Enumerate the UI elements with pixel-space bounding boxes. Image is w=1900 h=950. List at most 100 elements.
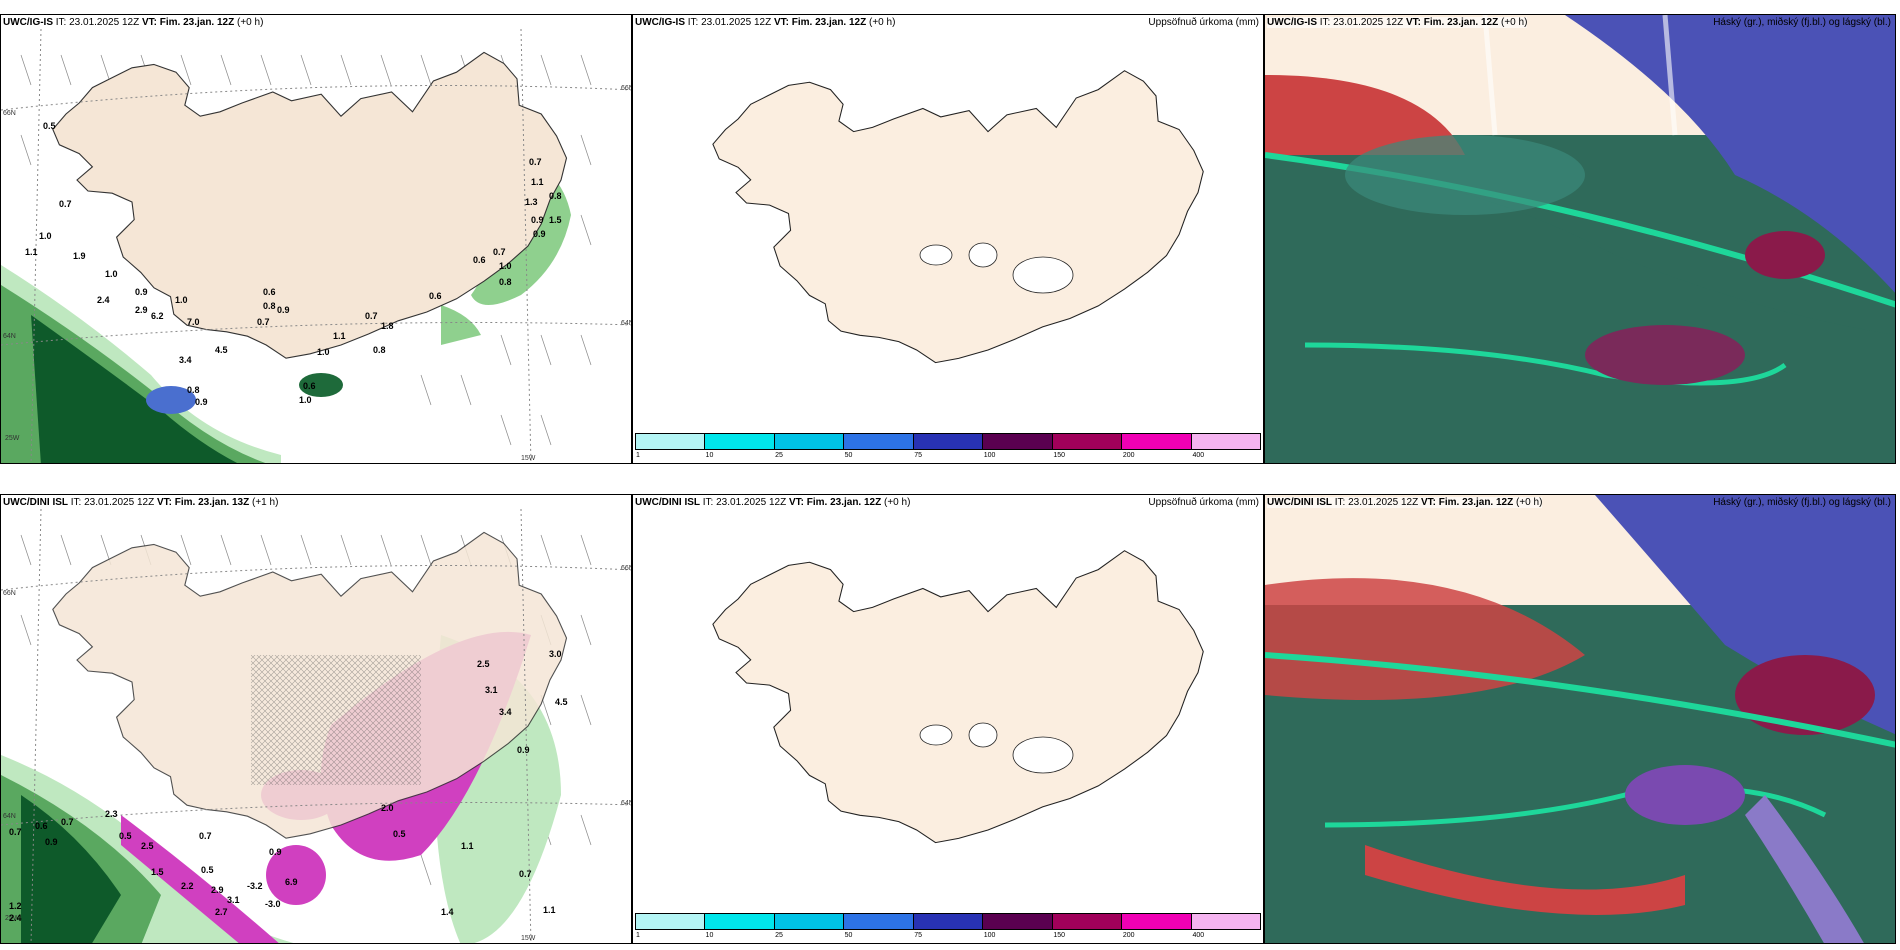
precip-value-label: 0.8 [187,385,200,395]
precip-value-label: 1.3 [525,197,538,207]
colorbar-tick-label: 75 [914,452,923,459]
precip-value-label: 0.9 [277,305,290,315]
lon-label-25w: 25W [5,435,20,442]
precip-value-label: 3.4 [499,707,512,717]
colorbar-swatch [983,434,1053,449]
colorbar-tick-label: 1 [636,932,640,939]
precip-value-label: 2.5 [477,659,490,669]
precip-value-label: 0.9 [135,287,148,297]
colorbar-swatch [1191,914,1260,929]
panel-clouds-dini: UWC/DINI ISL IT: 23.01.2025 12Z VT: Fim.… [1264,494,1896,944]
lat-label-66n-right: 66N [621,85,631,92]
precip-value-label: 0.7 [493,247,506,257]
colorbar-swatch [1052,914,1123,929]
precip-value-label: 1.5 [151,867,164,877]
precip-value-label: 1.2 [9,901,22,911]
graticule [1,508,631,943]
colorbar-swatch [844,434,914,449]
panel-title: UWC/DINI ISL IT: 23.01.2025 12Z VT: Fim.… [1267,497,1543,508]
precip-value-label: 0.9 [517,745,530,755]
map-canvas [712,550,1204,844]
colorbar-swatch [1191,434,1260,449]
colorbar-tick-label: 75 [914,932,923,939]
precip-value-label: 1.9 [73,251,86,261]
precip-value-label: 1.1 [531,177,544,187]
map-canvas [1265,15,1895,463]
colorbar-tick-label: 1 [636,452,640,459]
precip-value-label: -3.0 [265,899,281,909]
colorbar-swatch [705,914,775,929]
colorbar-tick-label: 50 [844,452,853,459]
precip-value-label: 1.0 [175,295,188,305]
panel-accum-precip-igis: UWC/IG-IS IT: 23.01.2025 12Z VT: Fim. 23… [632,14,1264,464]
precip-value-label: 0.5 [201,865,214,875]
precip-value-label: 4.5 [555,697,568,707]
precip-value-label: 0.5 [393,829,406,839]
precip-value-label: 3.0 [549,649,562,659]
panel-title: UWC/IG-IS IT: 23.01.2025 12Z VT: Fim. 23… [3,17,264,28]
precip-value-label: 0.7 [59,199,72,209]
precip-value-label: 0.8 [263,301,276,311]
panel-clouds-igis: UWC/IG-IS IT: 23.01.2025 12Z VT: Fim. 23… [1264,14,1896,464]
precip-value-label: 0.8 [499,277,512,287]
colorbar-swatch [983,914,1053,929]
precip-value-label: 2.2 [181,881,194,891]
lat-label-64n: 64N [3,813,16,820]
colorbar-swatch [636,914,706,929]
colorbar-tick-label: 100 [983,452,996,459]
colorbar-tick-label: 100 [983,932,996,939]
precip-value-label: 1.0 [499,261,512,271]
colorbar-swatch [774,914,845,929]
colorbar-tick-label: 10 [705,932,714,939]
precip-value-label: 0.9 [269,847,282,857]
colorbar-tick-label: 200 [1122,452,1135,459]
colorbar-ticks: 1 10 25 50 75 100 150 200 400 [633,452,1263,462]
colorbar-tick-label: 400 [1192,932,1205,939]
panel-wind-precip-dini: UWC/DINI ISL IT: 23.01.2025 12Z VT: Fim.… [0,494,632,944]
colorbar-tick-label: 400 [1192,452,1205,459]
precip-value-label: 4.5 [215,345,228,355]
precip-value-label: 2.7 [215,907,228,917]
precip-value-label: 1.1 [333,331,346,341]
colorbar-swatch [913,914,984,929]
precip-value-label: 0.5 [43,121,56,131]
precip-value-label: 1.8 [381,321,394,331]
precip-value-label: 0.7 [365,311,378,321]
precip-value-label: 0.7 [519,869,532,879]
lat-label-64n-right: 64N [621,320,631,327]
precip-value-label: 0.8 [549,191,562,201]
panel-title: UWC/DINI ISL IT: 23.01.2025 12Z VT: Fim.… [3,497,279,508]
colorbar-swatch [705,434,775,449]
precip-value-label: 0.6 [35,821,48,831]
map-canvas [712,70,1204,364]
precip-value-label: 1.4 [441,907,454,917]
map-canvas [1,15,631,463]
precip-value-label: 7.0 [187,317,200,327]
precip-value-label: 2.3 [105,809,118,819]
colorbar-swatch [636,434,706,449]
precip-colorbar [635,913,1261,930]
panel-accum-precip-dini: UWC/DINI ISL IT: 23.01.2025 12Z VT: Fim.… [632,494,1264,944]
precip-value-label: 3.4 [179,355,192,365]
colorbar-swatch [1052,434,1123,449]
precip-value-label: 2.4 [9,913,22,923]
precip-value-label: 1.0 [105,269,118,279]
precip-value-label: 0.7 [61,817,74,827]
precip-value-label: 6.2 [151,311,164,321]
precip-value-label: 0.7 [529,157,542,167]
lon-label-25w: 25W [5,915,20,922]
precip-value-label: 0.7 [199,831,212,841]
map-canvas [1265,495,1895,943]
graticule [1,28,631,463]
precip-value-label: 2.0 [381,803,394,813]
colorbar-tick-label: 200 [1122,932,1135,939]
precip-value-label: 0.6 [473,255,486,265]
precip-value-label: 2.5 [141,841,154,851]
colorbar-swatch [1122,434,1192,449]
colorbar-swatch [913,434,984,449]
colorbar-swatch [774,434,845,449]
colorbar-tick-label: 10 [705,452,714,459]
precip-value-label: 2.9 [135,305,148,315]
precip-value-label: 2.9 [211,885,224,895]
precip-value-label: 3.1 [227,895,240,905]
